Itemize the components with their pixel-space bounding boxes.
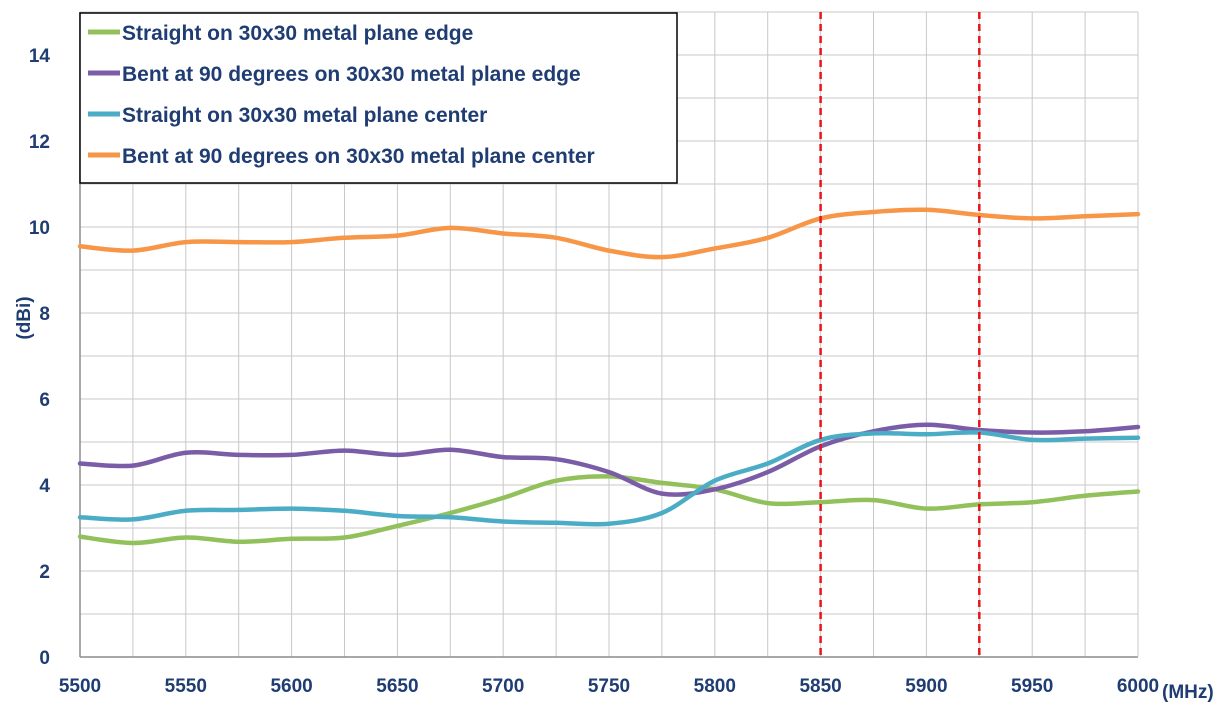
series-line-4 <box>77 207 1141 260</box>
legend-label-4: Bent at 90 degrees on 30x30 metal plane … <box>122 145 595 168</box>
legend-label-1: Straight on 30x30 metal plane edge <box>122 22 473 45</box>
x-tick-label: 5650 <box>376 676 418 697</box>
y-tick-label: 6 <box>39 390 50 411</box>
x-tick-label: 5550 <box>165 676 207 697</box>
x-axis-title: (MHz) <box>1162 682 1214 703</box>
y-tick-label: 8 <box>39 304 50 325</box>
series-line-2 <box>77 422 1141 497</box>
legend-box <box>79 12 678 184</box>
x-tick-label: 5600 <box>270 676 312 697</box>
y-axis-title: (dBi) <box>14 296 35 339</box>
x-tick-label: 5850 <box>799 676 841 697</box>
series-lines <box>77 207 1141 546</box>
x-tick-label: 5950 <box>1011 676 1053 697</box>
x-tick-label: 5800 <box>694 676 736 697</box>
x-axis-ticks: 5500 5550 5600 5650 5700 5750 5800 5850 5900 5950… <box>59 676 1159 697</box>
y-tick-label: 14 <box>29 46 51 67</box>
y-tick-label: 2 <box>39 562 50 583</box>
y-tick-label: 12 <box>29 132 50 153</box>
y-tick-label: 4 <box>39 476 50 497</box>
series-line-3 <box>77 430 1141 527</box>
y-tick-label: 0 <box>39 648 50 669</box>
x-tick-label: 5700 <box>482 676 524 697</box>
x-tick-label: 5900 <box>905 676 947 697</box>
x-tick-label: 6000 <box>1117 676 1159 697</box>
x-tick-label: 5500 <box>59 676 101 697</box>
y-axis-ticks: 0 2 4 6 8 10 12 14 <box>29 46 51 669</box>
x-tick-label: 5750 <box>588 676 630 697</box>
legend-label-3: Straight on 30x30 metal plane center <box>122 104 487 127</box>
legend: Straight on 30x30 metal plane edge Bent a… <box>79 12 678 184</box>
series-line-1 <box>77 474 1141 546</box>
legend-label-2: Bent at 90 degrees on 30x30 metal plane … <box>122 63 581 86</box>
y-tick-label: 10 <box>29 218 50 239</box>
